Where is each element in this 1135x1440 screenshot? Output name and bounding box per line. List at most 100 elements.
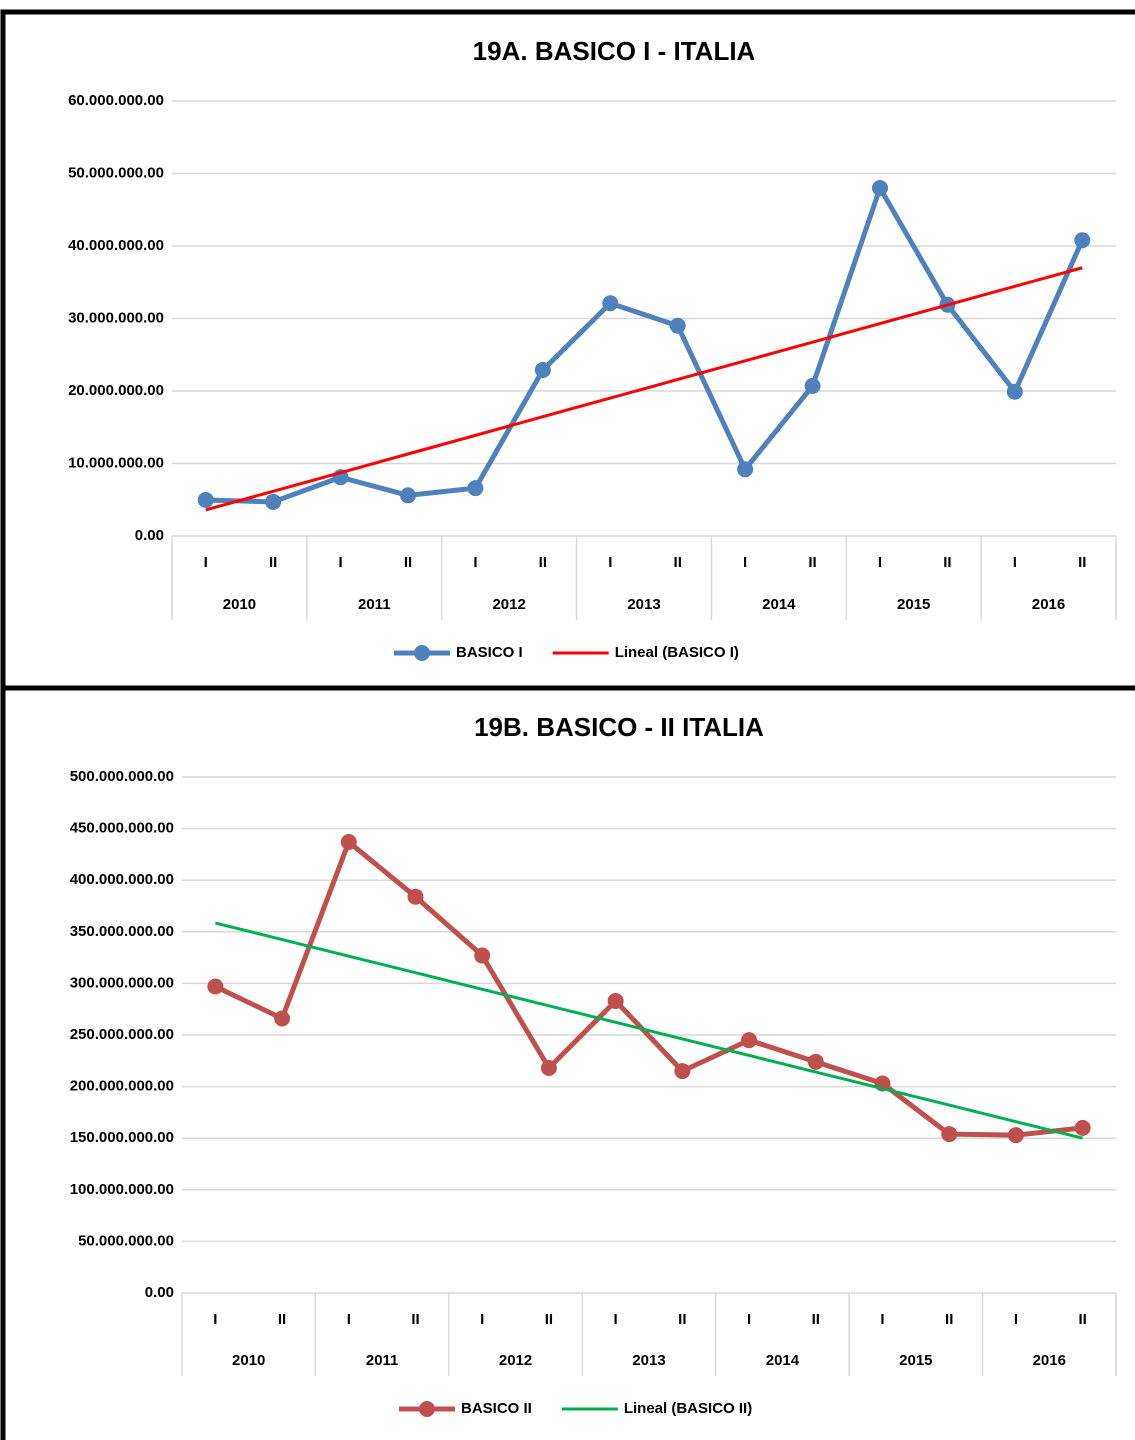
y-tick-label: 0.00: [145, 1284, 174, 1301]
y-tick-label: 400.000.000.00: [70, 871, 174, 888]
data-point: [602, 295, 619, 312]
x-tick-label: I: [608, 554, 612, 571]
data-point: [872, 180, 888, 196]
data-point: [1007, 1127, 1024, 1144]
data-point: [540, 1060, 557, 1077]
data-point: [467, 480, 484, 497]
legend-marker: [414, 645, 430, 661]
group-label: 2011: [366, 1352, 399, 1369]
y-tick-label: 50.000.000.00: [68, 164, 164, 181]
x-tick-label: II: [1078, 1311, 1086, 1328]
group-label: 2016: [1032, 596, 1065, 613]
legend-marker: [419, 1401, 435, 1417]
group-label: 2013: [632, 1352, 665, 1369]
group-label: 2010: [223, 596, 256, 613]
legend-label: Lineal (BASICO II): [624, 1400, 752, 1417]
data-point: [1006, 383, 1023, 400]
y-tick-label: 40.000.000.00: [68, 237, 164, 254]
y-tick-label: 250.000.000.00: [70, 1026, 174, 1043]
y-tick-label: 0.00: [135, 527, 164, 544]
y-tick-label: 100.000.000.00: [70, 1181, 174, 1198]
panel-border: [0, 9, 1135, 691]
group-label: 2010: [232, 1352, 265, 1369]
panel-border: [0, 685, 1135, 1440]
x-tick-label: II: [812, 1311, 820, 1328]
x-tick-label: I: [473, 554, 477, 571]
y-tick-label: 200.000.000.00: [70, 1078, 174, 1095]
data-point: [669, 317, 686, 334]
group-label: 2016: [1033, 1352, 1066, 1369]
y-tick-label: 10.000.000.00: [68, 454, 164, 471]
y-tick-label: 20.000.000.00: [68, 382, 164, 399]
x-tick-label: II: [945, 1311, 953, 1328]
x-tick-label: I: [213, 1311, 217, 1328]
data-point: [197, 491, 214, 508]
data-point: [474, 947, 491, 964]
x-tick-label: II: [404, 554, 412, 571]
y-tick-label: 50.000.000.00: [78, 1232, 174, 1249]
x-tick-label: I: [743, 554, 747, 571]
y-tick-label: 150.000.000.00: [70, 1129, 174, 1146]
group-label: 2014: [766, 1352, 800, 1369]
y-tick-label: 30.000.000.00: [68, 309, 164, 326]
data-point: [941, 1126, 958, 1143]
data-point: [265, 493, 282, 510]
group-label: 2012: [499, 1352, 532, 1369]
data-point: [741, 1032, 758, 1049]
x-tick-label: I: [880, 1311, 884, 1328]
x-tick-label: II: [808, 554, 816, 571]
data-point: [674, 1063, 691, 1080]
x-tick-label: II: [943, 554, 951, 571]
x-tick-label: I: [1013, 554, 1017, 571]
series-line: [214, 839, 1083, 1138]
trend-line: [214, 921, 1084, 1140]
group-label: 2014: [762, 596, 796, 613]
legend-label: BASICO II: [461, 1400, 532, 1417]
data-point: [534, 361, 551, 378]
group-label: 2013: [627, 596, 660, 613]
x-tick-label: II: [674, 554, 682, 571]
y-tick-label: 500.000.000.00: [70, 768, 174, 785]
x-tick-label: I: [878, 554, 882, 571]
group-label: 2011: [358, 596, 391, 613]
chart-title: 19B. BASICO - II ITALIA: [474, 712, 764, 742]
x-tick-label: I: [347, 1311, 351, 1328]
legend-label: Lineal (BASICO I): [615, 644, 739, 661]
x-tick-label: I: [204, 554, 208, 571]
x-tick-label: II: [1078, 554, 1086, 571]
y-tick-label: 300.000.000.00: [70, 974, 174, 991]
x-tick-label: I: [480, 1311, 484, 1328]
data-point: [340, 834, 357, 851]
y-tick-label: 350.000.000.00: [70, 923, 174, 940]
data-point: [274, 1010, 291, 1027]
chart-title: 19A. BASICO I - ITALIA: [473, 36, 756, 66]
series-line: [205, 185, 1085, 505]
group-label: 2015: [899, 1352, 932, 1369]
data-point: [807, 1053, 824, 1070]
y-tick-label: 60.000.000.00: [68, 92, 164, 109]
group-label: 2015: [897, 596, 930, 613]
data-point: [1074, 232, 1091, 249]
x-tick-label: I: [1014, 1311, 1018, 1328]
x-tick-label: II: [269, 554, 277, 571]
x-tick-label: II: [678, 1311, 686, 1328]
data-point: [207, 978, 224, 995]
x-tick-label: II: [411, 1311, 419, 1328]
x-tick-label: I: [747, 1311, 751, 1328]
data-point: [737, 461, 754, 478]
x-tick-label: I: [614, 1311, 618, 1328]
x-tick-label: II: [278, 1311, 286, 1328]
x-tick-label: II: [545, 1311, 553, 1328]
data-point: [407, 888, 424, 905]
trend-line: [205, 266, 1083, 512]
data-point: [1074, 1119, 1091, 1136]
legend-label: BASICO I: [456, 644, 523, 661]
data-point: [400, 487, 416, 504]
y-tick-label: 450.000.000.00: [70, 820, 174, 837]
x-tick-label: I: [338, 554, 342, 571]
data-point: [607, 992, 624, 1009]
group-label: 2012: [492, 596, 525, 613]
x-tick-label: II: [539, 554, 547, 571]
data-point: [804, 377, 821, 394]
